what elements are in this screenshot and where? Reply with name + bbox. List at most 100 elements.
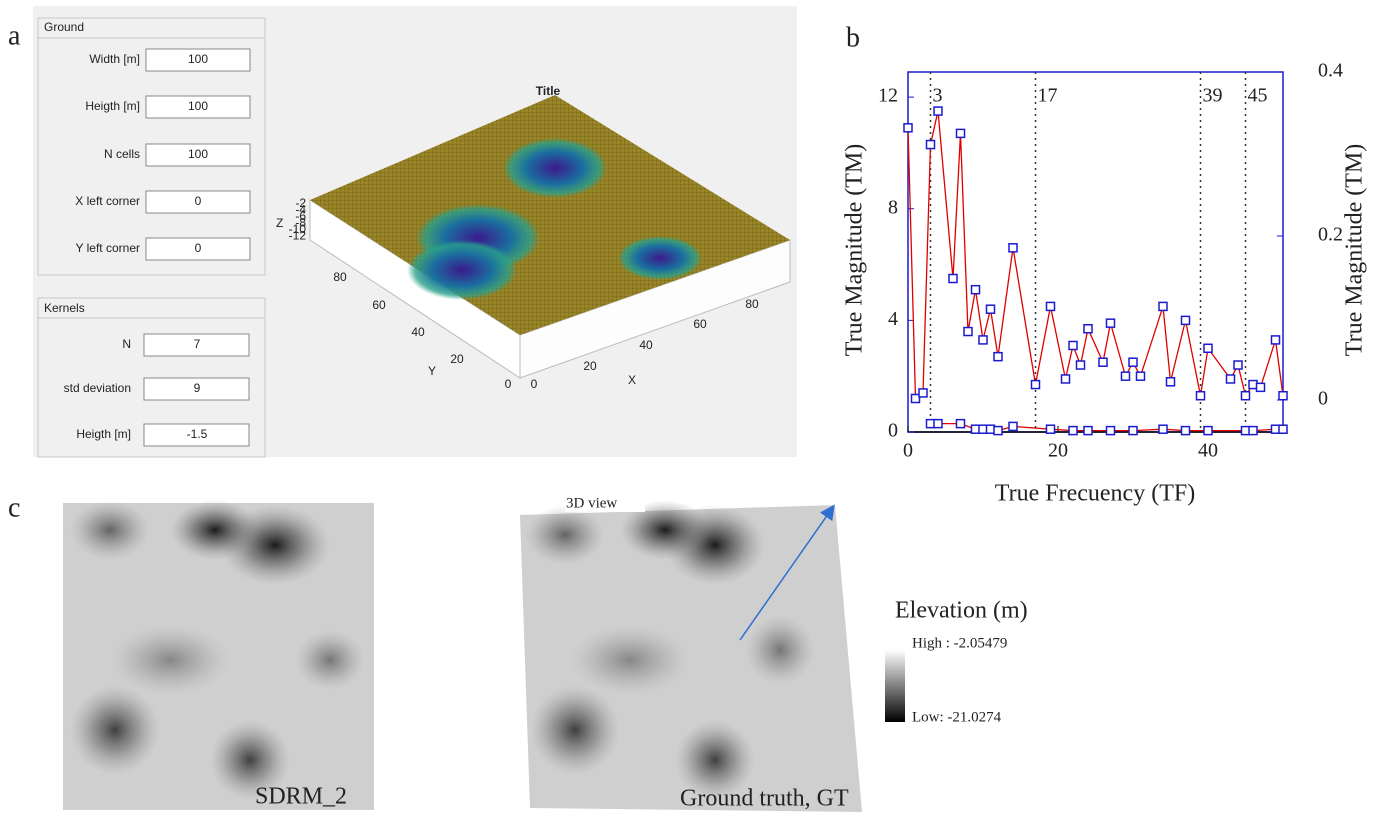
y2-tick-label: 0.2: [1318, 224, 1343, 246]
field-label: Width [m]: [89, 52, 140, 66]
point-marker: [1165, 377, 1176, 387]
x-tick-label: 20: [583, 359, 597, 373]
field-value: 100: [188, 99, 208, 113]
point-marker: [1203, 425, 1213, 436]
y-tick-label: 40: [411, 325, 425, 339]
point-marker: [1270, 335, 1281, 345]
point-marker: [993, 425, 1003, 436]
chart: 0 4 8 12 0 0.2 0.4 0 20 40 3 17 39 45: [878, 60, 1343, 462]
field-label: std deviation: [64, 381, 131, 395]
elevation-map: [63, 500, 374, 810]
point-marker: [970, 284, 981, 295]
point-marker: [1105, 425, 1116, 436]
point-marker: [1083, 323, 1093, 334]
y2-tick-label: 0: [1318, 388, 1328, 410]
reference-label: 3: [933, 85, 943, 107]
field-value: 0: [195, 241, 202, 255]
reference-label: 17: [1038, 85, 1058, 107]
field-value: 9: [194, 381, 201, 395]
field-label: Heigth [m]: [85, 99, 140, 113]
point-marker: [948, 273, 958, 284]
z-tick-label: -10: [289, 222, 307, 236]
point-marker: [993, 351, 1003, 362]
point-marker: [1008, 243, 1018, 253]
field-label: Heigth [m]: [76, 427, 131, 441]
y-tick-label: 4: [888, 308, 898, 330]
point-marker: [1075, 360, 1086, 370]
point-marker: [1128, 425, 1138, 436]
field-label: X left corner: [75, 194, 140, 208]
point-marker: [978, 335, 988, 345]
point-marker: [1158, 424, 1168, 434]
surface-pit: [503, 138, 607, 198]
point-marker: [1195, 390, 1206, 401]
z-tick-label: -4: [295, 203, 306, 217]
surface-plot: [309, 95, 791, 379]
point-marker: [933, 106, 943, 116]
plot-title: Title: [536, 84, 561, 98]
surface-pit: [618, 236, 702, 280]
field-label: Y left corner: [76, 241, 140, 255]
text-input[interactable]: [145, 143, 251, 167]
point-marker: [1068, 425, 1078, 436]
view-label: 3D view: [566, 495, 617, 511]
x-axis-label: True Frecuency (TF): [995, 481, 1195, 507]
series-line: [907, 110, 1284, 400]
reference-label: 45: [1248, 85, 1268, 107]
image-caption: SDRM_2: [255, 784, 347, 810]
field-label: N cells: [104, 147, 140, 161]
point-marker: [1083, 425, 1093, 436]
legend-title: Elevation (m): [895, 598, 1028, 624]
reference-label: 39: [1203, 85, 1223, 107]
field-value: 100: [188, 147, 208, 161]
point-marker: [1180, 315, 1191, 326]
y-tick-label: 80: [333, 270, 347, 284]
point-marker: [1158, 301, 1168, 312]
panel-title: Kernels: [44, 301, 85, 315]
point-marker: [910, 393, 921, 404]
point-marker: [1008, 421, 1018, 432]
legend-low: Low: -21.0274: [912, 709, 1002, 725]
kernels-panel: [37, 297, 266, 458]
y-tick-label: 12: [878, 85, 898, 107]
point-marker: [1255, 382, 1266, 393]
point-marker: [963, 326, 973, 337]
point-marker: [1030, 379, 1041, 390]
z-tick-label: -8: [295, 216, 306, 230]
y-tick-label: 20: [450, 352, 464, 366]
z-tick-label: -6: [295, 209, 306, 223]
text-input[interactable]: [145, 190, 251, 214]
elevation-map: [520, 500, 862, 812]
field-value: 7: [194, 337, 201, 351]
point-marker: [1098, 357, 1108, 367]
point-marker: [1180, 425, 1191, 436]
axis-label: Y: [428, 364, 436, 378]
y-tick-label: 8: [888, 196, 898, 218]
point-marker: [918, 388, 928, 398]
y-axis-label: True Magnitude (TM): [842, 144, 868, 356]
point-marker: [1240, 390, 1251, 401]
text-input[interactable]: [143, 423, 250, 447]
x-tick-label: 20: [1048, 440, 1068, 462]
legend-high: High : -2.05479: [912, 635, 1007, 651]
text-input[interactable]: [143, 377, 250, 401]
x-tick-label: 60: [693, 317, 707, 331]
label-backdrop: [565, 494, 645, 512]
point-marker: [955, 418, 966, 429]
point-marker: [1105, 318, 1116, 328]
text-input[interactable]: [145, 48, 251, 72]
x-tick-label: 0: [903, 440, 913, 462]
x-tick-label: 0: [531, 377, 538, 391]
axis-label: X: [628, 373, 636, 387]
point-marker: [1045, 301, 1056, 312]
x-tick-label: 40: [1198, 440, 1218, 462]
point-marker: [1233, 360, 1243, 370]
text-input[interactable]: [145, 237, 251, 261]
point-marker: [1068, 340, 1078, 351]
text-input[interactable]: [145, 95, 251, 119]
point-marker: [985, 304, 996, 314]
text-input[interactable]: [143, 333, 250, 357]
point-marker: [1120, 371, 1131, 381]
ground-panel: [37, 17, 266, 276]
